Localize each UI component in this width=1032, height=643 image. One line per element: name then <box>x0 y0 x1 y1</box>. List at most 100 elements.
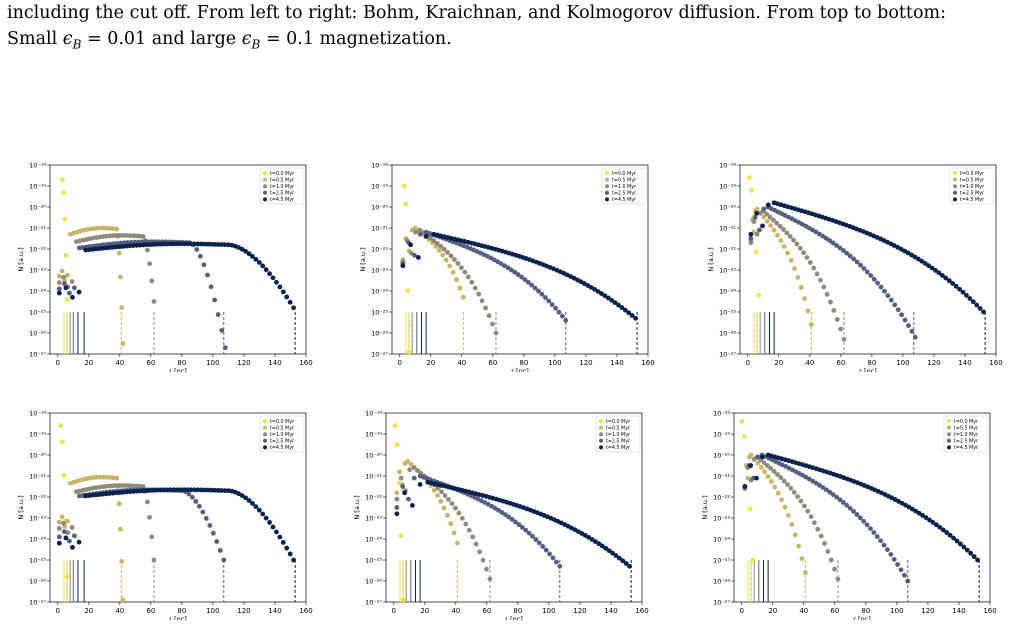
data-point <box>920 513 926 518</box>
data-point <box>755 454 761 460</box>
series-4 <box>748 204 918 340</box>
data-point <box>56 534 62 540</box>
y-tick-label: 10⁻²² <box>29 246 46 254</box>
x-tick-label: 80 <box>861 607 870 615</box>
data-point <box>888 297 894 303</box>
x-tick-label: 120 <box>927 359 940 367</box>
data-point <box>613 553 619 558</box>
legend-box <box>259 415 305 453</box>
data-point <box>466 527 472 533</box>
data-point <box>151 487 157 493</box>
data-point <box>557 563 563 569</box>
data-point <box>818 533 824 539</box>
y-tick-label: 10⁻²³ <box>371 267 388 275</box>
data-point <box>899 312 905 318</box>
data-point <box>512 269 518 275</box>
y-tick-label: 10⁻²⁷ <box>365 599 382 607</box>
y-tick-label: 10⁻²⁵ <box>371 309 388 317</box>
data-point <box>209 241 214 247</box>
y-axis-label: N [a.u.] <box>17 247 25 271</box>
data-point <box>905 578 911 584</box>
data-point <box>771 227 777 233</box>
y-tick-label: 10⁻²⁴ <box>29 288 46 296</box>
data-point <box>885 547 890 553</box>
data-point <box>119 559 125 564</box>
data-point <box>851 508 856 514</box>
data-point <box>788 257 794 263</box>
data-point <box>748 452 754 458</box>
data-point <box>844 502 850 508</box>
x-tick-label: 0 <box>56 359 60 367</box>
data-point <box>63 535 69 541</box>
data-point <box>431 487 437 493</box>
data-point <box>975 557 980 563</box>
x-tick-label: 100 <box>206 607 219 615</box>
legend-label: t=4.5 Myr <box>606 445 630 451</box>
data-point <box>411 465 417 470</box>
legend-label: t=2.5 Myr <box>612 191 636 197</box>
data-point <box>759 454 765 460</box>
data-point <box>114 475 120 481</box>
y-axis-label: N [a.u.] <box>359 247 367 271</box>
legend-marker <box>263 184 267 189</box>
legend-marker <box>947 432 951 437</box>
y-tick-label: 10⁻²⁶ <box>719 330 736 338</box>
y-tick-label: 10⁻²⁵ <box>365 557 382 565</box>
data-point <box>754 231 760 237</box>
data-point <box>147 242 153 247</box>
data-point <box>70 545 75 550</box>
data-point <box>76 289 82 295</box>
data-point <box>460 294 466 300</box>
data-point <box>559 313 565 319</box>
data-point <box>782 504 788 510</box>
y-tick-label: 10⁻²⁶ <box>371 330 388 338</box>
data-point <box>60 439 65 445</box>
data-point <box>748 240 754 246</box>
data-point <box>785 482 790 487</box>
data-point <box>243 248 248 254</box>
legend-marker <box>599 419 603 423</box>
legend-label: t=0.5 Myr <box>954 425 978 431</box>
data-point <box>764 211 770 217</box>
data-point <box>781 478 787 484</box>
y-tick-label: 10⁻²¹ <box>29 473 46 481</box>
data-point <box>753 249 759 255</box>
data-point <box>881 542 887 548</box>
data-point <box>441 246 447 252</box>
legend-marker <box>263 432 267 437</box>
data-point <box>411 475 417 481</box>
data-point <box>70 294 75 300</box>
data-point <box>415 255 421 260</box>
y-tick-label: 10⁻²⁵ <box>29 557 46 565</box>
data-point <box>267 520 272 525</box>
data-point <box>456 510 462 516</box>
data-point <box>463 521 469 527</box>
data-point <box>506 514 512 520</box>
data-point <box>755 460 761 466</box>
legend-box <box>259 167 305 205</box>
data-point <box>400 484 406 489</box>
data-point <box>951 535 956 541</box>
data-point <box>818 277 823 283</box>
data-point <box>781 227 786 232</box>
data-point <box>452 505 458 511</box>
data-point <box>443 257 449 263</box>
data-point <box>922 260 928 266</box>
data-point <box>616 302 621 308</box>
legend-marker <box>599 438 603 443</box>
data-point <box>158 241 163 247</box>
data-point <box>499 509 505 515</box>
data-point <box>487 576 493 582</box>
legend-label: t=0.0 Myr <box>954 419 978 425</box>
data-point <box>895 307 901 313</box>
data-point <box>465 274 471 280</box>
data-point <box>633 315 638 321</box>
data-point <box>168 241 174 247</box>
data-point <box>943 275 949 281</box>
legend-label: t=2.5 Myr <box>960 191 984 197</box>
data-point <box>69 279 75 284</box>
data-point <box>476 291 482 297</box>
legend-marker <box>947 445 951 450</box>
y-tick-label: 10⁻²³ <box>719 267 736 275</box>
data-point <box>76 539 82 545</box>
